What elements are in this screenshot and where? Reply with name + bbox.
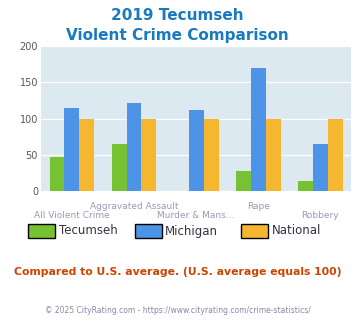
Bar (142, 119, 157, 191)
Bar (328, 119, 343, 191)
Text: Robbery: Robbery (302, 211, 339, 220)
Bar (313, 144, 328, 191)
Bar (50, 156, 65, 191)
Text: Murder & Mans...: Murder & Mans... (158, 211, 235, 220)
Text: Michigan: Michigan (165, 224, 218, 238)
Text: Aggravated Assault: Aggravated Assault (90, 202, 178, 211)
Bar (236, 171, 251, 191)
Text: Rape: Rape (247, 202, 270, 211)
Bar (112, 144, 127, 191)
Text: 2019 Tecumseh: 2019 Tecumseh (111, 8, 244, 23)
Bar (127, 103, 141, 191)
Bar (266, 119, 281, 191)
Text: Compared to U.S. average. (U.S. average equals 100): Compared to U.S. average. (U.S. average … (14, 267, 341, 277)
Bar (298, 181, 313, 191)
Bar (189, 110, 204, 191)
Bar (80, 119, 94, 191)
Text: All Violent Crime: All Violent Crime (34, 211, 110, 220)
Text: Violent Crime Comparison: Violent Crime Comparison (66, 28, 289, 43)
Text: © 2025 CityRating.com - https://www.cityrating.com/crime-statistics/: © 2025 CityRating.com - https://www.city… (45, 306, 310, 315)
Bar (204, 119, 219, 191)
Bar (251, 68, 266, 191)
Text: National: National (272, 224, 321, 238)
Bar (65, 108, 80, 191)
Text: Tecumseh: Tecumseh (59, 224, 117, 238)
